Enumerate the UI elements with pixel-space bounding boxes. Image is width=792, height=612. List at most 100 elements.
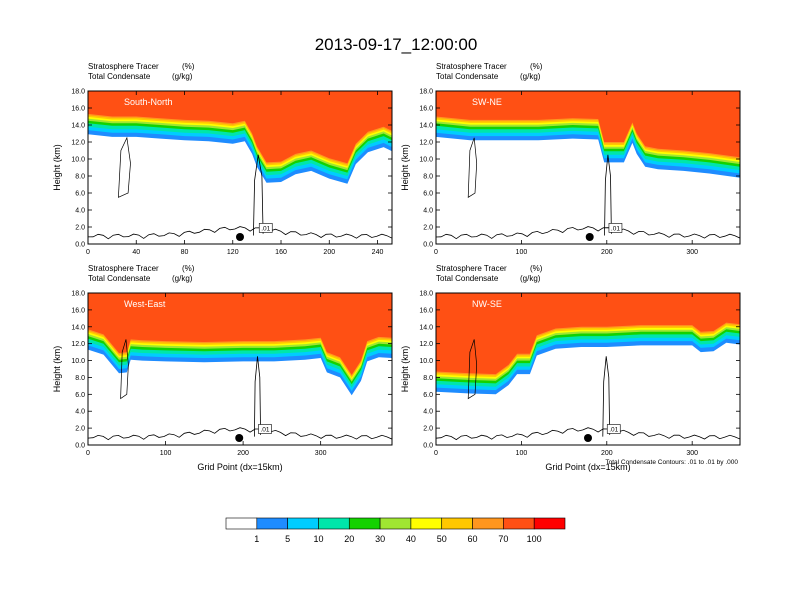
panel-4-ytick-label: 10.0 [419,358,433,365]
panel-4-xlabel: Grid Point (dx=15km) [545,462,630,472]
panel-2-ylabel: Height (km) [400,144,410,191]
panel-3-subtitle-2-unit: (g/kg) [172,274,193,283]
panel-2-ytick-label: 14.0 [419,123,433,130]
panel-3-condensate-contour-2 [120,339,129,400]
panel-4-condensate-contour [602,356,611,437]
panel-3-frame [87,292,393,446]
panel-1-xtick-label: 240 [372,249,384,256]
colorbar-label: 60 [468,534,478,544]
panel-3-ylabel: Height (km) [52,346,62,393]
colorbar-label: 100 [527,534,542,544]
colorbar-swatch [410,517,443,530]
panel-2-subtitle-2: Total Condensate [436,72,499,81]
colorbar: 1 5 10 20 30 40 50 60 70 100 [225,517,566,544]
panel-4-ytick-label: 18.0 [419,291,433,298]
panel-4-subtitle-1: Stratosphere Tracer [436,264,507,273]
colorbar-swatch [379,517,412,530]
colorbar-label: 5 [285,534,290,544]
panel-4-ytick-label: 6.0 [423,392,433,399]
panel-3-ytick-label: 8.0 [75,375,85,382]
panel-1-contour-label: .01 [261,225,270,232]
panel-4-subtitle-2: Total Condensate [436,274,499,283]
panel-2-contour-label-box [608,223,623,233]
panel-3-ytick-label: 4.0 [75,409,85,416]
footnote: Total Condensate Contours: .01 to .01 by… [605,459,738,466]
panel-4-ytick-label: 8.0 [423,375,433,382]
colorbar-swatch [225,517,258,530]
panel-3-xtick-label: 200 [237,450,249,457]
panel-1-ylabel: Height (km) [52,144,62,191]
colorbar-swatch [503,517,535,530]
colorbar-swatch [533,517,566,530]
colorbar-swatch [256,517,288,530]
panel-1-plot-area: .01 [88,91,392,244]
panel-1-subtitle-1: Stratosphere Tracer [88,62,159,71]
colorbar-swatch [348,517,381,530]
panel-2-subtitle-2-unit: (g/kg) [520,72,541,81]
panel-3: .01 West-East 0.0 2.0 4.0 6.0 8.0 10.0 12.0 14.0 1… [52,264,393,472]
panel-1-location-marker [236,233,244,241]
panel-2-ytick-label: 6.0 [423,191,433,198]
panel-2: .01 SW-NE 0.0 2.0 4.0 6.0 8.0 10.0 12.0 14.0 16.0 1… [400,62,741,256]
panel-4-xtick-label: 200 [601,450,613,457]
panel-3-xtick-label: 100 [160,450,172,457]
colorbar-label: 1 [254,534,259,544]
panel-1-subtitle-2-unit: (g/kg) [172,72,193,81]
colorbar-label: 50 [437,534,447,544]
panel-1-ytick-label: 4.0 [75,208,85,215]
panel-1-condensate-contour [253,154,264,236]
panel-2-location-marker [585,233,594,241]
panel-2-ytick-label: 16.0 [419,106,433,113]
colorbar-swatch [441,517,473,530]
panel-4-tracer-band-9 [436,293,740,375]
panel-1-ytick-label: 18.0 [71,89,85,96]
panel-1-ytick-label: 14.0 [71,123,85,130]
panel-3-ytick-label: 18.0 [71,291,85,298]
colorbar-label: 70 [498,534,508,544]
panel-4-location-marker [584,434,592,442]
panel-1-ytick-label: 0.0 [75,242,85,249]
panel-1-tracer-band-9 [88,91,392,164]
colorbar-label: 40 [406,534,416,544]
panel-1-ytick-label: 2.0 [75,225,85,232]
panel-4-xtick-label: 0 [434,450,438,457]
panel-2-subtitle-1: Stratosphere Tracer [436,62,507,71]
panel-3-subtitle-1: Stratosphere Tracer [88,264,159,273]
panel-4-condensate-contour-2 [467,339,478,400]
panel-2-surface-contour [436,226,740,240]
colorbar-swatch [318,517,350,530]
panel-4-ytick-label: 16.0 [419,307,433,314]
panel-4-ytick-label: 4.0 [423,409,433,416]
panel-1-xtick-label: 160 [275,249,287,256]
panel-4-ytick-label: 2.0 [423,426,433,433]
colorbar-swatch [472,517,504,530]
panel-2-xtick-label: 0 [434,249,438,256]
panel-3-location-marker [235,434,244,442]
panel-3-surface-contour [88,427,392,441]
panel-1-xtick-label: 120 [227,249,239,256]
panel-1-xtick-label: 0 [86,249,90,256]
panel-1: .01 South-North 0.0 2.0 4.0 6.0 8.0 10.0 12.0 14.… [52,62,393,256]
panel-2-ytick-label: 0.0 [423,242,433,249]
panel-2-tracer-band-9 [436,91,740,158]
panel-3-ytick-label: 0.0 [75,443,85,450]
panel-4-contour-label: .01 [609,426,618,433]
panel-2-ytick-label: 18.0 [419,89,433,96]
panel-3-ytick-label: 14.0 [71,324,85,331]
panels-group: .01 South-North 0.0 2.0 4.0 6.0 8.0 10.0 12.0 14.… [52,62,741,472]
panel-1-ytick-label: 12.0 [71,140,85,147]
panel-4-ylabel: Height (km) [400,346,410,393]
panel-1-xtick-label: 200 [323,249,335,256]
panel-1-ytick-label: 6.0 [75,191,85,198]
panel-4-ytick-label: 14.0 [419,324,433,331]
panel-2-contour-label: .01 [611,225,620,232]
panel-4-xtick-label: 300 [686,450,698,457]
colorbar-swatch [287,517,319,530]
panel-2-condensate-contour [604,154,612,236]
panel-2-section-label: SW-NE [472,97,502,107]
panel-2-xtick-label: 200 [601,249,613,256]
panel-3-ytick-label: 12.0 [71,341,85,348]
panel-3-contour-label: .01 [260,426,269,433]
panel-4-section-label: NW-SE [472,299,502,309]
